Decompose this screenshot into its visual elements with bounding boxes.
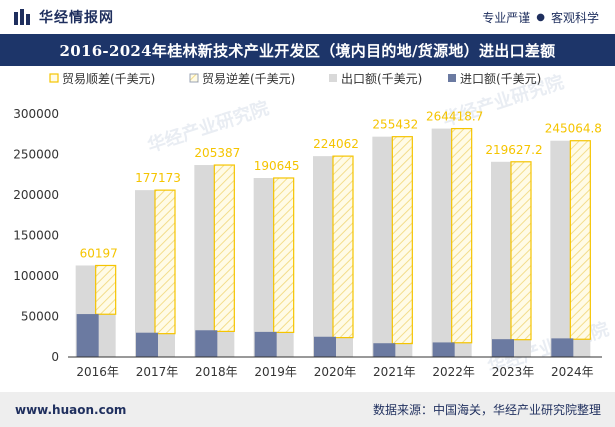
slogan-separator: ●: [536, 11, 545, 23]
legend-trade-surplus-label: 贸易顺差(千美元): [62, 72, 155, 86]
import-bar: [373, 343, 396, 357]
x-tick-label: 2017年: [136, 365, 179, 379]
import-bar: [314, 336, 336, 357]
import-bar: [254, 331, 277, 357]
import-bar: [432, 342, 455, 357]
y-tick-label: 300000: [13, 107, 59, 121]
top-bar: 华经情报网 专业严谨 ● 客观科学: [0, 0, 615, 34]
trade-surplus-bar: [95, 264, 117, 315]
trade-surplus-bar: [510, 161, 532, 341]
legend-export-swatch: [329, 74, 337, 82]
import-bar: [76, 314, 99, 357]
legend-export-label: 出口额(千美元): [341, 72, 422, 86]
slogan: 专业严谨 ● 客观科学: [482, 9, 599, 26]
legend-import-swatch: [448, 74, 456, 82]
x-tick-label: 2022年: [432, 365, 475, 379]
legend-import-label: 进口额(千美元): [460, 72, 541, 86]
huajing-logo-icon: [14, 9, 30, 25]
x-tick-label: 2024年: [551, 365, 594, 379]
footer: www.huaon.com 数据来源：中国海关，华经产业研究院整理: [0, 392, 615, 427]
surplus-data-label: 177173: [135, 171, 181, 185]
surplus-data-label: 224062: [313, 137, 359, 151]
x-tick-label: 2018年: [195, 365, 238, 379]
trade-surplus-bar: [154, 189, 176, 335]
footer-site: www.huaon.com: [15, 402, 127, 417]
chart-title: 2016-2024年桂林新技术产业开发区（境内目的地/货源地）进出口差额: [0, 34, 615, 66]
brand-name: 华经情报网: [39, 10, 114, 26]
y-tick-label: 250000: [13, 148, 59, 162]
x-tick-label: 2016年: [76, 365, 119, 379]
legend-trade-surplus-swatch: [49, 73, 59, 83]
trade-surplus-bar: [273, 177, 295, 334]
import-bar: [492, 339, 514, 357]
surplus-data-label: 190645: [254, 159, 300, 173]
trade-surplus-bar: [332, 155, 354, 339]
y-tick-label: 150000: [13, 229, 59, 243]
trade-surplus-bar: [391, 136, 413, 345]
x-tick-label: 2021年: [373, 365, 416, 379]
surplus-data-label: 205387: [194, 146, 240, 160]
trade-surplus-bar: [213, 164, 235, 332]
slogan-tag-2: 客观科学: [550, 10, 599, 25]
slogan-tag-1: 专业严谨: [482, 10, 531, 25]
import-bar: [551, 338, 574, 357]
y-tick-label: 100000: [13, 269, 59, 283]
brand: 华经情报网: [14, 7, 114, 27]
import-bar: [195, 330, 218, 357]
surplus-data-label: 219627.2: [485, 143, 542, 157]
surplus-data-label: 245064.8: [545, 122, 602, 136]
y-tick-label: 50000: [21, 310, 59, 324]
trade-surplus-bar: [451, 127, 473, 344]
x-tick-label: 2019年: [254, 365, 297, 379]
y-tick-label: 200000: [13, 188, 59, 202]
y-tick-label: 0: [51, 350, 59, 364]
x-tick-label: 2020年: [314, 365, 357, 379]
legend-trade-deficit-label: 贸易逆差(千美元): [202, 71, 295, 86]
legend-trade-deficit-swatch: [189, 73, 199, 83]
surplus-data-label: 255432: [372, 118, 418, 132]
surplus-data-label: 264418.7: [426, 110, 483, 124]
surplus-data-label: 60197: [80, 246, 118, 260]
import-bar: [136, 332, 158, 357]
footer-source: 数据来源：中国海关，华经产业研究院整理: [372, 403, 601, 417]
trade-surplus-bar: [569, 140, 591, 340]
x-tick-label: 2023年: [492, 365, 535, 379]
